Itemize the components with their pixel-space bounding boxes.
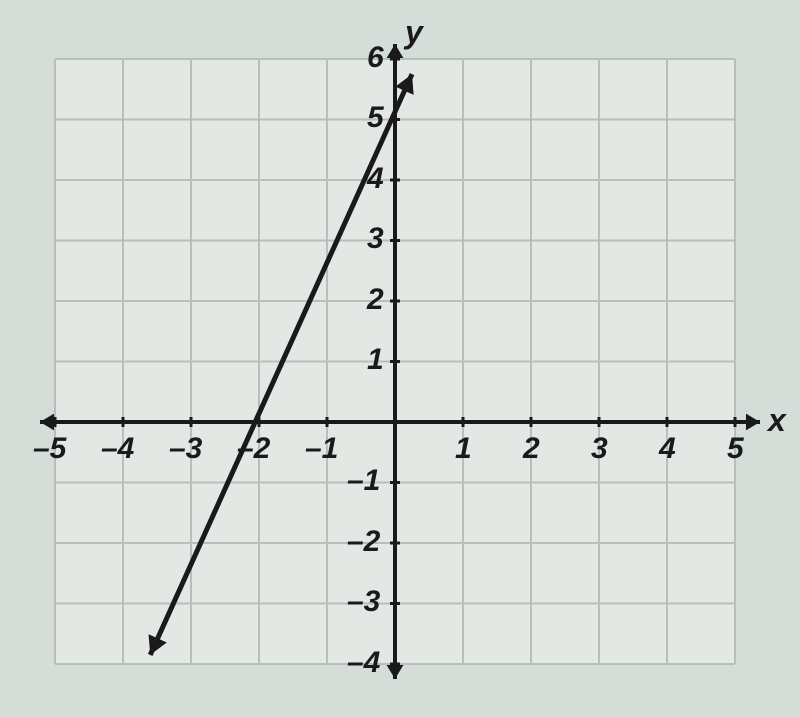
y-tick-label: –3 bbox=[347, 585, 380, 619]
y-tick-label: 6 bbox=[367, 41, 384, 75]
y-tick-label: 2 bbox=[367, 283, 384, 317]
y-tick-label: 5 bbox=[367, 101, 384, 135]
x-axis-label: x bbox=[768, 402, 786, 439]
x-tick-label: 4 bbox=[659, 432, 676, 466]
graph-svg bbox=[20, 19, 780, 699]
x-tick-label: 1 bbox=[455, 432, 472, 466]
y-tick-label: –2 bbox=[347, 525, 380, 559]
y-tick-label: 4 bbox=[367, 162, 384, 196]
x-tick-label: 5 bbox=[727, 432, 744, 466]
coordinate-graph: y x –5–4–3–2–112345–4–3–2–1123456 bbox=[20, 19, 780, 699]
y-tick-label: 1 bbox=[367, 343, 384, 377]
x-tick-label: 2 bbox=[523, 432, 540, 466]
x-tick-label: –1 bbox=[305, 432, 338, 466]
y-tick-label: 3 bbox=[367, 222, 384, 256]
y-tick-label: –1 bbox=[347, 464, 380, 498]
x-tick-label: –5 bbox=[33, 432, 66, 466]
x-tick-label: –3 bbox=[169, 432, 202, 466]
y-axis-label: y bbox=[405, 14, 423, 51]
x-tick-label: –4 bbox=[101, 432, 134, 466]
y-tick-label: –4 bbox=[347, 646, 380, 680]
x-tick-label: 3 bbox=[591, 432, 608, 466]
x-tick-label: –2 bbox=[237, 432, 270, 466]
